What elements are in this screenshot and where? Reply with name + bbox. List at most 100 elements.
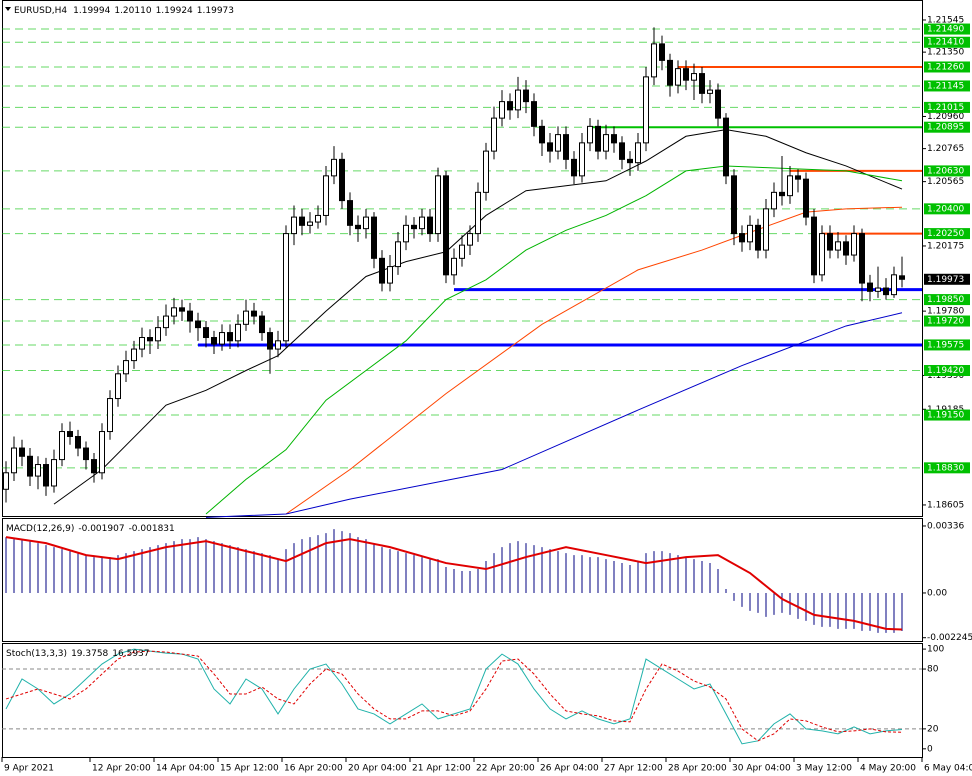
candle-body	[507, 101, 513, 111]
level-label: 1.21260	[927, 62, 964, 72]
y-tick-label: 0.00	[927, 588, 947, 598]
ohlc-high: 1.20110	[114, 6, 151, 16]
level-label: 1.20630	[927, 166, 964, 176]
level-label: 1.19720	[927, 317, 964, 327]
candle-body	[771, 191, 777, 210]
candle-body	[419, 216, 425, 230]
candle-body	[227, 332, 233, 342]
level-label-box	[924, 80, 970, 92]
candle-body	[99, 431, 105, 474]
level-label: 1.20250	[927, 229, 964, 239]
candle-body	[731, 175, 737, 235]
level-label-box	[924, 121, 970, 133]
candle-body	[211, 337, 217, 345]
level-label-box	[924, 36, 970, 48]
x-tick-label: 4 May 20:00	[860, 764, 916, 774]
candle-body	[291, 216, 297, 235]
candle-body	[307, 221, 313, 226]
level-label-box	[924, 409, 970, 421]
candle-body	[539, 125, 545, 144]
candle-body	[251, 310, 257, 317]
y-tick-label: 0.00336	[927, 521, 964, 531]
stoch-title: Stoch(13,3,3) 19.3758 16.5937	[6, 649, 150, 659]
menu-triangle[interactable]	[5, 7, 11, 11]
candle-body	[691, 73, 697, 81]
candle-body	[555, 134, 561, 152]
candle-body	[587, 125, 593, 144]
candle-body	[27, 455, 33, 477]
main-panel-border	[2, 0, 923, 517]
candle-body	[851, 233, 857, 256]
y-tick-label: -0.002245	[927, 633, 972, 643]
moving-average	[53, 129, 903, 505]
candle-body	[739, 233, 745, 243]
candle-body	[83, 447, 89, 461]
candle-body	[579, 142, 585, 177]
candle-body	[595, 125, 601, 152]
y-tick-label: 1.20765	[927, 144, 964, 154]
x-tick-label: 22 Apr 20:00	[476, 764, 535, 774]
candle-body	[435, 175, 441, 235]
candle-body	[723, 117, 729, 177]
x-tick-label: 21 Apr 12:00	[412, 764, 471, 774]
current-price-box	[924, 273, 970, 285]
candle-body	[427, 216, 433, 235]
candle-body	[803, 178, 809, 218]
macd-panel-border	[2, 518, 923, 642]
candle-body	[827, 233, 833, 251]
x-tick-label: 6 May 04:00	[924, 764, 972, 774]
y-tick-label: 1.20175	[927, 241, 964, 251]
candle-body	[187, 310, 193, 322]
macd-signal	[5, 536, 903, 631]
y-tick-label: 20	[927, 724, 939, 734]
x-tick-label: 28 Apr 20:00	[668, 764, 727, 774]
candle-body	[859, 233, 865, 284]
x-tick-label: 26 Apr 04:00	[540, 764, 599, 774]
candle-body	[451, 257, 457, 276]
candle-body	[883, 287, 889, 296]
ohlc-low: 1.19924	[156, 6, 193, 16]
level-label: 1.20400	[927, 204, 964, 214]
candle-body	[699, 73, 705, 94]
y-tick-label: 1.20565	[927, 177, 964, 187]
candle-body	[323, 175, 329, 216]
level-label-box	[924, 165, 970, 177]
candle-body	[459, 244, 465, 259]
candle-body	[875, 287, 881, 292]
candle-body	[651, 43, 657, 78]
y-tick-label: 1.21350	[927, 48, 964, 58]
candle-body	[339, 158, 345, 202]
level-label-box	[924, 203, 970, 215]
candle-body	[179, 307, 185, 312]
candle-body	[299, 216, 305, 226]
candle-body	[787, 175, 793, 197]
x-tick-label: 9 Apr 2021	[4, 764, 54, 774]
y-tick-label: 1.19780	[927, 307, 964, 317]
candle-body	[483, 150, 489, 193]
x-tick-label: 27 Apr 12:00	[604, 764, 663, 774]
candle-body	[147, 337, 153, 342]
candle-body	[243, 310, 249, 325]
candle-body	[515, 89, 521, 111]
candle-body	[707, 89, 713, 94]
candle-body	[3, 472, 9, 490]
candle-body	[75, 435, 81, 449]
candle-body	[163, 315, 169, 329]
level-label-box	[924, 462, 970, 474]
y-tick-label: 1.21545	[927, 15, 964, 25]
level-label-box	[924, 315, 970, 327]
candle-body	[531, 101, 537, 127]
candle-body	[347, 200, 353, 226]
candle-body	[811, 216, 817, 276]
level-label-box	[924, 23, 970, 35]
y-tick-label: 100	[927, 645, 944, 655]
x-tick-label: 14 Apr 04:00	[156, 764, 215, 774]
candle-body	[747, 224, 753, 243]
level-label-box	[924, 339, 970, 351]
candle-body	[675, 68, 681, 86]
candle-body	[779, 191, 785, 197]
candle-body	[67, 431, 73, 437]
candle-body	[491, 117, 497, 152]
stoch-value: 16.5937	[112, 649, 149, 659]
